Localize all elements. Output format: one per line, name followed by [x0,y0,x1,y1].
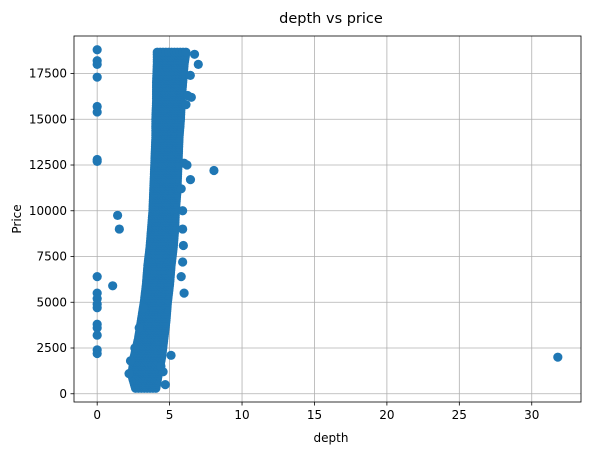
data-point [176,184,186,194]
data-point [166,350,176,360]
data-point [178,206,188,216]
y-tick-label: 17500 [29,67,67,81]
data-point [92,323,102,333]
data-point [178,257,188,267]
chart-title: depth vs price [279,11,383,27]
data-point [124,369,134,379]
data-point [553,352,563,362]
data-point [108,281,118,291]
data-point [185,70,195,80]
y-tick-label: 15000 [29,112,67,126]
x-tick-label: 10 [234,408,249,422]
x-tick-label: 0 [93,408,101,422]
data-point [185,175,196,185]
x-tick-label: 5 [166,408,174,422]
y-axis-ticks: 0 2500 5000 7500 10000 12500 15000 17500 [29,67,74,401]
data-point [92,272,102,282]
x-tick-label: 30 [524,408,539,422]
data-point [114,224,124,234]
data-point [156,361,166,371]
data-point [134,323,144,333]
data-point [181,47,191,57]
data-point [182,90,193,101]
scatter-points [92,45,563,390]
y-axis-label: Price [10,204,24,233]
y-tick-label: 0 [59,387,67,401]
data-point [113,210,123,220]
x-tick-label: 15 [307,408,322,422]
data-point [92,156,102,166]
data-point [182,160,192,170]
data-point [160,380,170,390]
data-point [189,49,200,59]
x-axis-label: depth [314,431,349,445]
data-point [176,272,186,282]
data-point [92,348,102,359]
data-point [181,100,191,110]
data-point [178,224,188,234]
data-point [92,303,102,313]
data-point [209,165,219,176]
x-tick-label: 20 [379,408,394,422]
x-tick-label: 25 [452,408,467,422]
data-point [92,59,102,69]
data-point [92,107,102,117]
dense-point-cloud [127,47,191,393]
data-point [178,240,188,251]
y-tick-label: 12500 [29,158,67,172]
x-axis-ticks: 0 5 10 15 20 25 30 [93,402,539,422]
data-point [138,303,149,313]
y-tick-label: 7500 [36,250,67,264]
data-point [92,45,102,55]
y-tick-label: 5000 [36,295,67,309]
data-point [130,343,140,353]
data-point [92,72,102,82]
data-point [125,356,136,366]
y-tick-label: 2500 [36,341,67,355]
plot-frame [73,35,582,403]
data-point [92,330,102,340]
data-point [193,59,203,69]
y-tick-label: 10000 [29,204,67,218]
data-point [179,288,189,298]
